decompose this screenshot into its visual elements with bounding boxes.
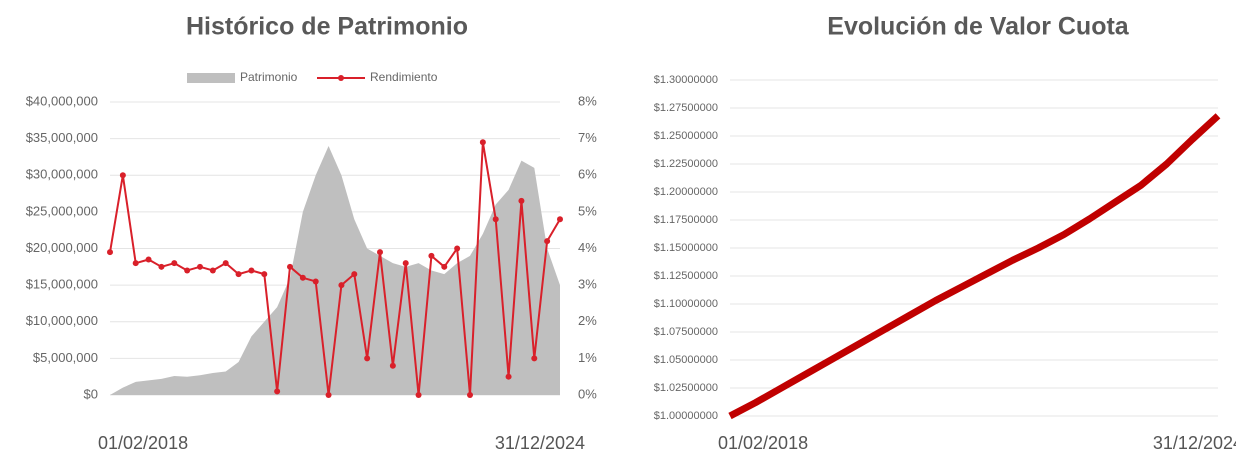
marker	[518, 197, 525, 204]
y2-tick-label: 7%	[578, 130, 597, 145]
marker	[119, 172, 126, 179]
legend-label: Rendimiento	[370, 70, 438, 84]
y-tick-label: $35,000,000	[26, 130, 98, 145]
marker	[274, 388, 281, 395]
y2-tick-label: 8%	[578, 93, 597, 108]
y-tick-label: $5,000,000	[33, 350, 98, 365]
marker	[287, 263, 293, 270]
marker	[492, 216, 499, 223]
marker	[531, 355, 538, 362]
chart-title: Histórico de Patrimonio	[186, 13, 468, 41]
marker	[248, 267, 255, 274]
marker	[467, 392, 473, 398]
y-tick-label: $1.10000000	[654, 298, 718, 310]
y-tick-label: $1.22500000	[654, 158, 718, 170]
marker	[402, 260, 409, 267]
y-tick-label: $10,000,000	[26, 313, 98, 328]
marker	[299, 274, 306, 281]
marker	[428, 252, 435, 259]
marker	[364, 355, 371, 362]
marker	[479, 139, 486, 146]
marker	[389, 362, 396, 369]
y-tick-label: $1.05000000	[654, 354, 718, 366]
legend-label: Patrimonio	[240, 70, 298, 84]
y2-tick-label: 1%	[578, 350, 597, 365]
y-tick-label: $0	[84, 386, 98, 401]
marker	[209, 267, 216, 274]
y-tick-label: $15,000,000	[26, 277, 98, 292]
x-tick-label: 31/12/2024	[495, 433, 585, 453]
marker	[197, 263, 203, 270]
marker	[184, 267, 191, 274]
legend-swatch	[187, 73, 235, 83]
y-tick-label: $20,000,000	[26, 240, 98, 255]
y-tick-label: $1.20000000	[654, 186, 718, 198]
line	[728, 113, 1221, 420]
y2-tick-label: 5%	[578, 203, 597, 218]
marker	[325, 392, 332, 398]
y-tick-label: $1.12500000	[654, 270, 718, 282]
x-tick-label: 01/02/2018	[98, 433, 188, 453]
marker	[377, 249, 383, 256]
y-tick-label: $1.07500000	[654, 326, 718, 338]
y-tick-label: $1.00000000	[654, 410, 718, 422]
marker	[454, 245, 461, 252]
y-tick-label: $1.17500000	[654, 214, 718, 226]
marker	[338, 282, 345, 289]
y-tick-label: $1.15000000	[654, 242, 718, 254]
marker	[132, 260, 139, 267]
chart-title: Evolución de Valor Cuota	[827, 13, 1130, 41]
y-tick-label: $40,000,000	[26, 93, 98, 108]
marker	[415, 392, 422, 398]
x-tick-label: 01/02/2018	[718, 433, 808, 453]
y-tick-label: $1.02500000	[654, 382, 718, 394]
y-tick-label: $1.25000000	[654, 130, 718, 142]
x-tick-label: 31/12/2024	[1153, 433, 1236, 453]
y-tick-label: $1.27500000	[654, 102, 718, 114]
y2-tick-label: 4%	[578, 240, 597, 255]
marker	[222, 260, 229, 267]
y2-tick-label: 6%	[578, 167, 597, 182]
marker	[351, 271, 358, 278]
y-tick-label: $30,000,000	[26, 167, 98, 182]
y-tick-label: $25,000,000	[26, 203, 98, 218]
marker	[441, 263, 448, 270]
marker	[171, 260, 178, 267]
legend-marker	[338, 75, 344, 81]
area	[110, 145, 560, 395]
marker	[261, 271, 268, 278]
marker	[312, 278, 319, 285]
y2-tick-label: 0%	[578, 386, 597, 401]
marker	[158, 263, 165, 270]
marker	[107, 249, 113, 256]
marker	[505, 373, 512, 380]
marker	[235, 271, 242, 278]
marker	[557, 216, 563, 223]
y-tick-label: $1.30000000	[654, 74, 718, 86]
marker	[145, 256, 152, 263]
y2-tick-label: 3%	[578, 277, 597, 292]
y2-tick-label: 2%	[578, 313, 597, 328]
marker	[544, 238, 551, 245]
